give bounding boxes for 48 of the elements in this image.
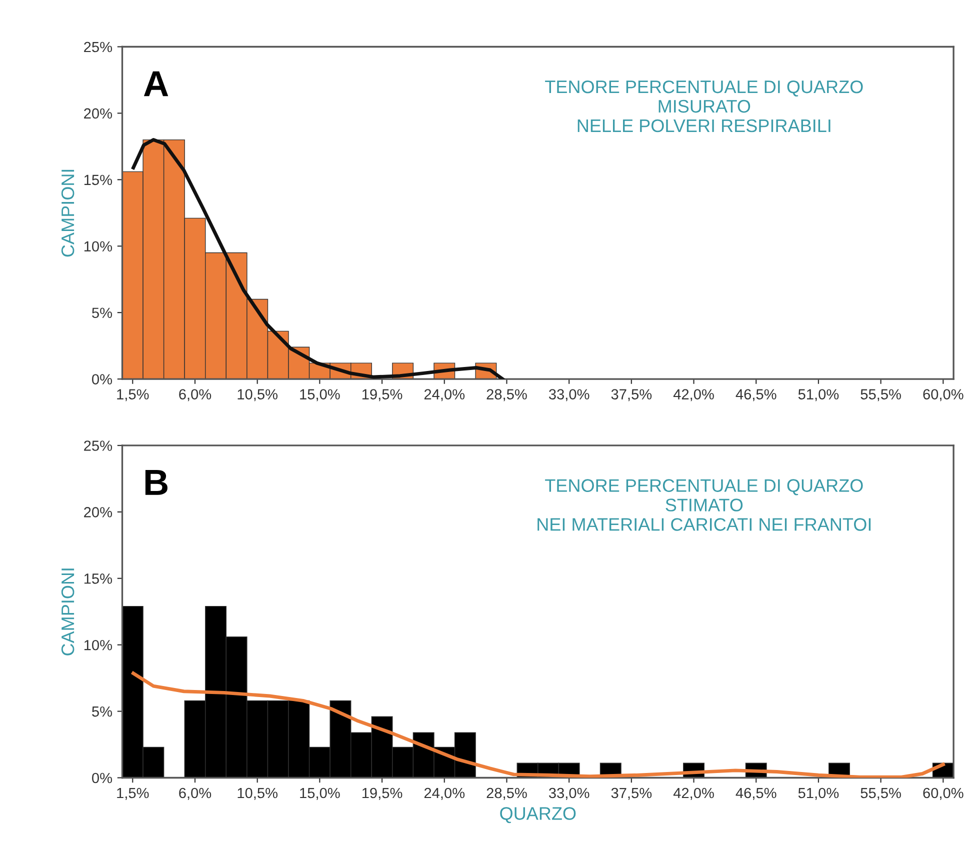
y-tick-label: 0% (92, 374, 112, 384)
x-tick-label: 24,0% (424, 788, 465, 800)
x-tick-label: 46,5% (736, 389, 776, 402)
x-tick-label: 55,5% (860, 788, 901, 800)
y-tick-label: 25% (84, 42, 112, 52)
x-tick-label: 60,0% (923, 389, 964, 402)
y-tick-label: 5% (92, 706, 112, 717)
x-tick-label: 51,0% (798, 389, 839, 402)
x-tick-label: 6,0% (179, 389, 212, 402)
x-tick-label: 37,5% (611, 389, 652, 402)
x-tick-label: 1,5% (117, 788, 149, 800)
x-tick-label: 55,5% (860, 389, 901, 402)
x-tick-label: 42,0% (673, 788, 714, 800)
x-tick-label: 33,0% (548, 788, 590, 800)
y-tick-label: 20% (84, 507, 112, 518)
x-tick-label: 10,5% (238, 788, 278, 800)
x-tick-label: 15,0% (300, 389, 340, 402)
annotation: A (144, 71, 168, 96)
x-tick-label: 46,5% (736, 788, 776, 800)
x-tick-label: 1,5% (117, 389, 149, 402)
x-tick-label: 10,5% (238, 389, 278, 402)
y-tick-label: 15% (84, 174, 112, 186)
x-tick-label: 28,5% (486, 389, 527, 402)
y-tick-label: 25% (84, 440, 112, 451)
x-tick-label: 6,0% (179, 788, 212, 800)
y-tick-label: 5% (92, 308, 112, 318)
y-tick-label: 0% (92, 772, 112, 784)
annotation: B (145, 470, 168, 495)
y-tick-label: 20% (84, 108, 112, 119)
annotation: TENORE PERCENTUALE DI QUARZO STIMATO NEI MATERIALI CARICATI NEI FRANTOI (538, 479, 871, 531)
annotation: TENORE PERCENTUALE DI QUARZO MISURATO NELLE POLVERI RESPIRABILI (545, 80, 863, 132)
line-series (132, 138, 504, 380)
x-tick-label: 28,5% (486, 788, 527, 800)
x-tick-label: 19,5% (362, 389, 402, 402)
x-tick-label: 24,0% (424, 389, 465, 402)
y-axis-title: CAMPIONI (61, 568, 74, 656)
x-axis-title: QUARZO (500, 807, 576, 824)
x-tick-label: 19,5% (362, 788, 402, 800)
x-tick-label: 33,0% (548, 389, 590, 402)
x-tick-label: 15,0% (300, 788, 340, 800)
x-tick-label: 60,0% (923, 788, 964, 800)
y-tick-label: 10% (84, 640, 112, 650)
y-axis-title: CAMPIONI (61, 170, 74, 257)
y-tick-label: 15% (84, 574, 112, 584)
x-tick-label: 51,0% (798, 788, 839, 800)
y-tick-label: 10% (84, 241, 112, 252)
x-tick-label: 42,0% (673, 389, 714, 402)
x-tick-label: 37,5% (611, 788, 652, 800)
